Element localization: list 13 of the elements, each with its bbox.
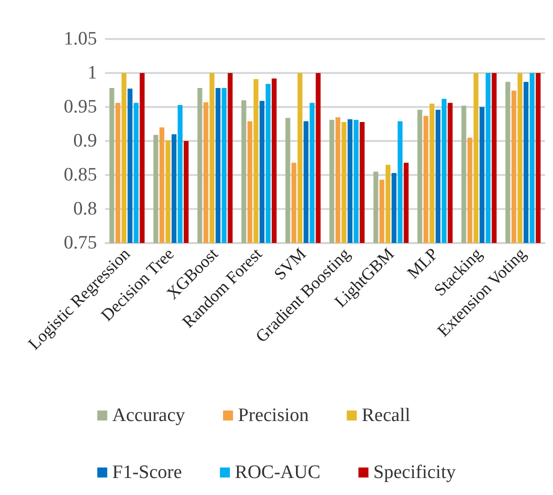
y-tick-label: 0.8 bbox=[73, 198, 97, 220]
legend-label: ROC-AUC bbox=[234, 462, 320, 483]
y-tick-label: 1.05 bbox=[64, 28, 97, 50]
legend-label: Recall bbox=[362, 405, 410, 426]
legend-label: F1-Score bbox=[112, 462, 182, 483]
y-tick-label: 0.9 bbox=[73, 130, 97, 152]
legend-label: Specificity bbox=[373, 462, 456, 483]
legend-label: Accuracy bbox=[112, 405, 186, 426]
y-tick-label: 0.95 bbox=[64, 96, 97, 118]
y-tick-label: 1 bbox=[88, 62, 97, 84]
legend-label: Precision bbox=[238, 405, 310, 426]
y-tick-label: 0.75 bbox=[64, 232, 97, 254]
y-tick-label: 0.85 bbox=[64, 164, 97, 186]
